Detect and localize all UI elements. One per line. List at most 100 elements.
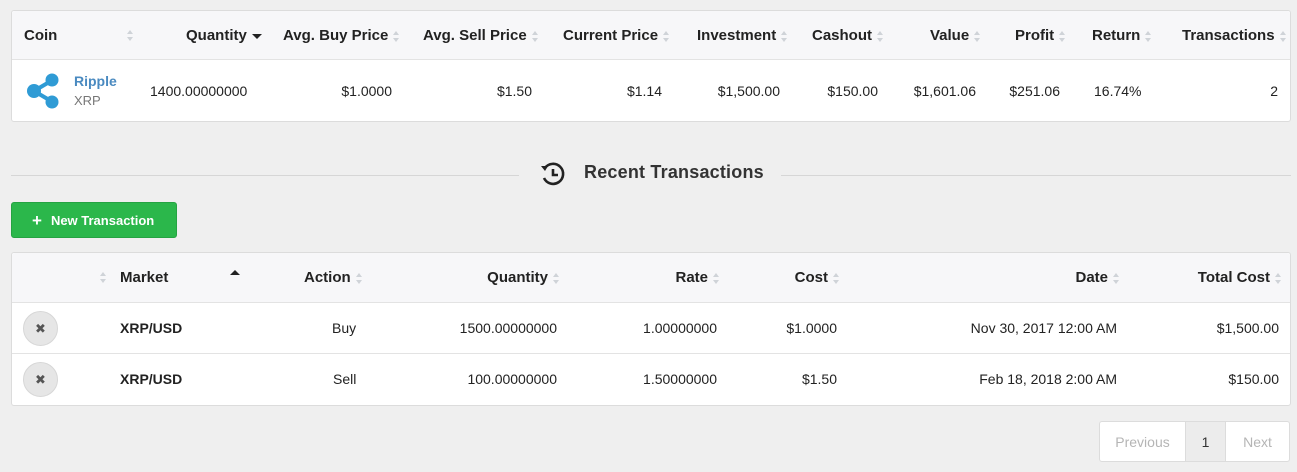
header-total-cost-label: Total Cost — [1197, 269, 1270, 286]
holdings-header-row: Coin Quantity Avg. Buy Price Avg. Sell P… — [12, 11, 1290, 60]
sort-icon — [713, 272, 720, 284]
header-date-label: Date — [1075, 269, 1108, 286]
sort-icon — [877, 30, 884, 42]
sort-icon — [553, 272, 560, 284]
sort-icon — [1275, 272, 1282, 284]
header-current-price[interactable]: Current Price — [563, 27, 670, 44]
coin-name-link[interactable]: Ripple — [74, 73, 117, 89]
header-action[interactable]: Action — [304, 269, 363, 286]
pagination: Previous 1 Next — [1099, 421, 1290, 462]
sort-icon — [393, 30, 400, 42]
header-return-label: Return — [1092, 27, 1141, 44]
header-rate-label: Rate — [675, 269, 708, 286]
tx-date: Nov 30, 2017 12:00 AM — [970, 320, 1117, 336]
sort-icon — [1059, 30, 1066, 42]
delete-transaction-button[interactable]: ✖ — [23, 311, 58, 346]
holding-investment: $1,500.00 — [717, 83, 780, 99]
header-market-label: Market — [120, 269, 169, 286]
holding-avg-buy: $1.0000 — [341, 83, 392, 99]
sort-desc-icon — [251, 33, 262, 39]
holdings-table: Coin Quantity Avg. Buy Price Avg. Sell P… — [11, 10, 1291, 122]
ripple-logo-icon — [27, 73, 59, 109]
tx-date: Feb 18, 2018 2:00 AM — [979, 371, 1117, 387]
holding-current-price: $1.14 — [626, 83, 662, 99]
new-transaction-label: New Transaction — [50, 212, 155, 228]
header-rate[interactable]: Rate — [612, 269, 720, 286]
tx-total-cost: $150.00 — [1228, 371, 1279, 387]
header-current-price-label: Current Price — [563, 27, 659, 44]
header-profit[interactable]: Profit — [1015, 27, 1066, 44]
header-coin-label: Coin — [24, 27, 58, 44]
delete-transaction-button[interactable]: ✖ — [23, 362, 58, 397]
header-cost-label: Cost — [794, 269, 828, 286]
header-transactions[interactable]: Transactions — [1182, 27, 1287, 44]
holding-return: 16.74% — [1094, 83, 1142, 99]
pagination-next[interactable]: Next — [1243, 433, 1272, 450]
holding-profit: $251.06 — [1009, 83, 1060, 99]
sort-asc-icon[interactable] — [230, 270, 240, 275]
header-cost[interactable]: Cost — [742, 269, 840, 286]
header-market[interactable]: Market — [120, 269, 168, 286]
tx-rate: 1.00000000 — [643, 320, 717, 336]
tx-cost: $1.0000 — [786, 320, 837, 336]
header-avg-buy-price[interactable]: Avg. Buy Price — [283, 27, 400, 44]
sort-icon — [663, 30, 670, 42]
divider-line-right — [781, 175, 1291, 176]
coin-symbol: XRP — [74, 93, 101, 108]
transactions-table: Market Action Quantity Rate Cost Date To… — [11, 252, 1291, 406]
header-transactions-label: Transactions — [1182, 27, 1275, 44]
plus-icon: + — [32, 210, 42, 230]
pagination-page-1[interactable]: 1 — [1186, 422, 1226, 461]
sort-icon — [781, 30, 788, 42]
header-date[interactable]: Date — [972, 269, 1120, 286]
header-cashout[interactable]: Cashout — [812, 27, 884, 44]
holding-value: $1,601.06 — [913, 83, 976, 99]
header-quantity[interactable]: Quantity — [432, 269, 560, 286]
header-avg-buy-label: Avg. Buy Price — [283, 27, 389, 44]
close-icon: ✖ — [35, 371, 46, 387]
pagination-previous[interactable]: Previous — [1100, 422, 1186, 461]
holding-row: Ripple XRP 1400.00000000 $1.0000 $1.50 $… — [12, 60, 1290, 122]
header-coin[interactable]: Coin — [24, 27, 57, 44]
tx-market: XRP/USD — [120, 320, 183, 336]
sort-icon[interactable] — [127, 30, 134, 41]
header-avg-sell-price[interactable]: Avg. Sell Price — [423, 27, 539, 44]
header-quantity-label: Quantity — [186, 27, 247, 44]
header-return[interactable]: Return — [1092, 27, 1152, 44]
sort-icon[interactable] — [100, 272, 107, 283]
tx-rate: 1.50000000 — [643, 371, 717, 387]
sort-icon — [974, 30, 981, 42]
holding-avg-sell: $1.50 — [496, 83, 532, 99]
header-quantity[interactable]: Quantity — [186, 27, 262, 44]
tx-market: XRP/USD — [120, 371, 183, 387]
header-investment-label: Investment — [697, 27, 777, 44]
transactions-header-row: Market Action Quantity Rate Cost Date To… — [12, 253, 1290, 303]
sort-icon — [355, 272, 363, 284]
tx-action: Buy — [332, 320, 357, 336]
holding-quantity: 1400.00000000 — [150, 83, 248, 99]
header-total-cost[interactable]: Total Cost — [1132, 269, 1282, 286]
history-icon — [541, 162, 565, 186]
tx-quantity: 100.00000000 — [467, 371, 557, 387]
tx-cost: $1.50 — [801, 371, 837, 387]
table-row: ✖ XRP/USD Sell 100.00000000 1.50000000 $… — [12, 354, 1290, 405]
new-transaction-button[interactable]: + New Transaction — [11, 202, 177, 238]
sort-icon — [1145, 30, 1152, 42]
tx-action: Sell — [333, 371, 357, 387]
header-tx-quantity-label: Quantity — [487, 269, 548, 286]
divider-line-left — [11, 175, 519, 176]
tx-total-cost: $1,500.00 — [1216, 320, 1279, 336]
recent-transactions-title: Recent Transactions — [584, 162, 764, 182]
table-row: ✖ XRP/USD Buy 1500.00000000 1.00000000 $… — [12, 303, 1290, 354]
header-investment[interactable]: Investment — [697, 27, 788, 44]
header-cashout-label: Cashout — [812, 27, 872, 44]
header-profit-label: Profit — [1015, 27, 1055, 44]
holding-cashout: $150.00 — [827, 83, 878, 99]
sort-icon — [833, 272, 840, 284]
header-value-label: Value — [930, 27, 970, 44]
sort-icon — [1279, 30, 1287, 42]
header-value[interactable]: Value — [930, 27, 981, 44]
sort-icon — [531, 30, 539, 42]
sort-icon — [1113, 272, 1120, 284]
close-icon: ✖ — [35, 320, 46, 336]
